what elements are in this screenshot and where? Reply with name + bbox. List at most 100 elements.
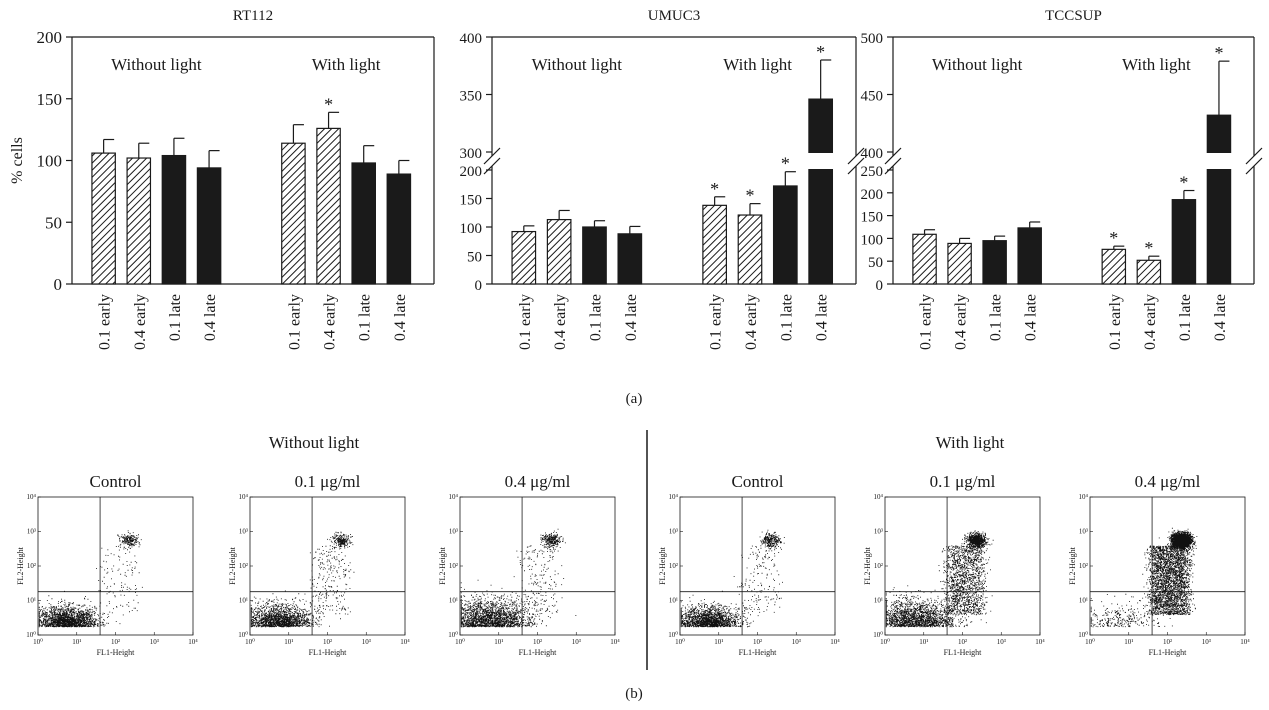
bar — [91, 152, 116, 285]
y-tick-label: 50 — [868, 255, 883, 271]
x-tick-label: 10² — [323, 638, 332, 646]
bar — [1136, 259, 1162, 285]
bar-chart-tccsup: TCCSUP 0 50 100 150 200 250 400 450 500 Without li… — [861, 8, 1263, 350]
y-tick-label: 350 — [460, 89, 483, 105]
y-tick-label: 10¹ — [874, 597, 883, 605]
y-tick-label: 10⁴ — [874, 493, 884, 501]
bar — [316, 127, 341, 285]
y-tick-label: 10³ — [669, 528, 678, 536]
y-tick-label: 200 — [861, 187, 884, 203]
y-axis-label: % cells — [9, 137, 26, 184]
y-tick-label: 50 — [45, 213, 62, 232]
y-tick-label: 10⁴ — [1079, 493, 1089, 501]
x-tick-label: 10² — [1163, 638, 1172, 646]
x-tick-label: 10¹ — [919, 638, 928, 646]
y-tick-label: 200 — [460, 164, 483, 180]
x-tick-label: 10¹ — [284, 638, 293, 646]
x-tick-label: 10³ — [1202, 638, 1211, 646]
y-tick-label: 400 — [861, 146, 884, 162]
y-axis-label: FL2-Height — [228, 546, 237, 585]
x-tick-label: 0.4 early — [743, 294, 760, 350]
x-tick-label: 10⁰ — [880, 638, 890, 646]
bar — [737, 214, 763, 285]
y-tick-label: 10⁰ — [873, 631, 883, 639]
x-tick-label: 10¹ — [72, 638, 81, 646]
x-tick-label: 0.4 early — [1142, 294, 1159, 350]
y-tick-label: 50 — [467, 250, 482, 266]
axis-break-mark — [1245, 157, 1263, 175]
x-tick-label: 10⁴ — [1240, 638, 1250, 646]
x-tick-label: 0.4 late — [392, 294, 409, 341]
y-tick-label: 500 — [861, 31, 884, 47]
x-axis-label: FL1-Height — [944, 648, 983, 657]
x-tick-label: 0.1 late — [167, 294, 184, 341]
dot-plot-title: Control — [732, 472, 784, 491]
x-tick-label: 0.1 late — [357, 294, 374, 341]
bar — [1206, 114, 1232, 285]
significance-marker: * — [1179, 173, 1188, 193]
y-tick-label: 150 — [861, 210, 884, 226]
x-tick-label: 0.4 early — [953, 294, 970, 350]
significance-marker: * — [745, 186, 754, 206]
significance-marker: * — [781, 154, 790, 174]
bar — [617, 233, 643, 285]
group-label-with-light: With light — [1122, 55, 1191, 74]
significance-marker: * — [1214, 43, 1223, 63]
y-tick-label: 10⁴ — [27, 493, 37, 501]
chart-title: RT112 — [233, 8, 273, 24]
bar — [772, 185, 798, 285]
bar — [511, 230, 537, 285]
bar — [912, 233, 937, 285]
x-tick-label: 10⁴ — [830, 638, 840, 646]
x-tick-label: 0.4 late — [1023, 294, 1040, 341]
flow-cytometry-panel: Without light With lightControl10⁰10⁰10¹1… — [16, 433, 1250, 657]
axis-break-mark — [884, 157, 902, 175]
group-label-without-light: Without light — [111, 55, 202, 74]
x-tick-label: 10⁴ — [400, 638, 410, 646]
bar — [702, 204, 727, 285]
significance-marker: * — [1144, 238, 1153, 258]
chart-title: TCCSUP — [1045, 8, 1102, 24]
x-tick-label: 10¹ — [494, 638, 503, 646]
bar-chart-rt112: RT112 0 50 100 150 200 % cells Without light Wit… — [9, 8, 435, 350]
axis-break-mark — [483, 157, 501, 175]
x-tick-label: 10⁰ — [33, 638, 43, 646]
y-tick-label: 300 — [460, 146, 483, 162]
x-tick-label: 10² — [958, 638, 967, 646]
bar-break-gap — [807, 153, 834, 169]
y-tick-label: 0 — [876, 278, 884, 294]
y-tick-label: 10⁴ — [239, 493, 249, 501]
x-tick-label: 0.4 late — [202, 294, 219, 341]
group-label-with-light: With light — [312, 55, 381, 74]
y-axis-label: FL2-Height — [658, 546, 667, 585]
x-tick-label: 0.1 late — [778, 294, 795, 341]
bar — [947, 242, 972, 285]
chart-title: UMUC3 — [648, 8, 701, 24]
x-tick-label: 0.4 early — [552, 294, 569, 350]
bar — [982, 240, 1007, 285]
axis-break-mark — [483, 147, 501, 165]
panel-a-label: (a) — [626, 391, 643, 407]
y-tick-label: 0 — [54, 275, 63, 294]
x-tick-label: 0.1 late — [988, 294, 1005, 341]
y-tick-label: 450 — [861, 89, 884, 105]
bar — [808, 98, 834, 285]
significance-marker: * — [710, 179, 719, 199]
bar — [126, 157, 152, 285]
x-axis-label: FL1-Height — [739, 648, 778, 657]
y-tick-label: 10⁰ — [238, 631, 248, 639]
x-tick-label: 0.4 late — [623, 294, 640, 341]
y-tick-label: 150 — [460, 193, 483, 209]
y-tick-label: 10⁰ — [26, 631, 36, 639]
y-tick-label: 10³ — [27, 528, 36, 536]
x-tick-label: 0.4 late — [1212, 294, 1229, 341]
bar — [1017, 227, 1042, 285]
x-tick-label: 10² — [753, 638, 762, 646]
dot-plot-title: 0.1 μg/ml — [930, 472, 996, 491]
x-tick-label: 10³ — [997, 638, 1006, 646]
cell-events — [1090, 527, 1198, 628]
x-tick-label: 10³ — [572, 638, 581, 646]
